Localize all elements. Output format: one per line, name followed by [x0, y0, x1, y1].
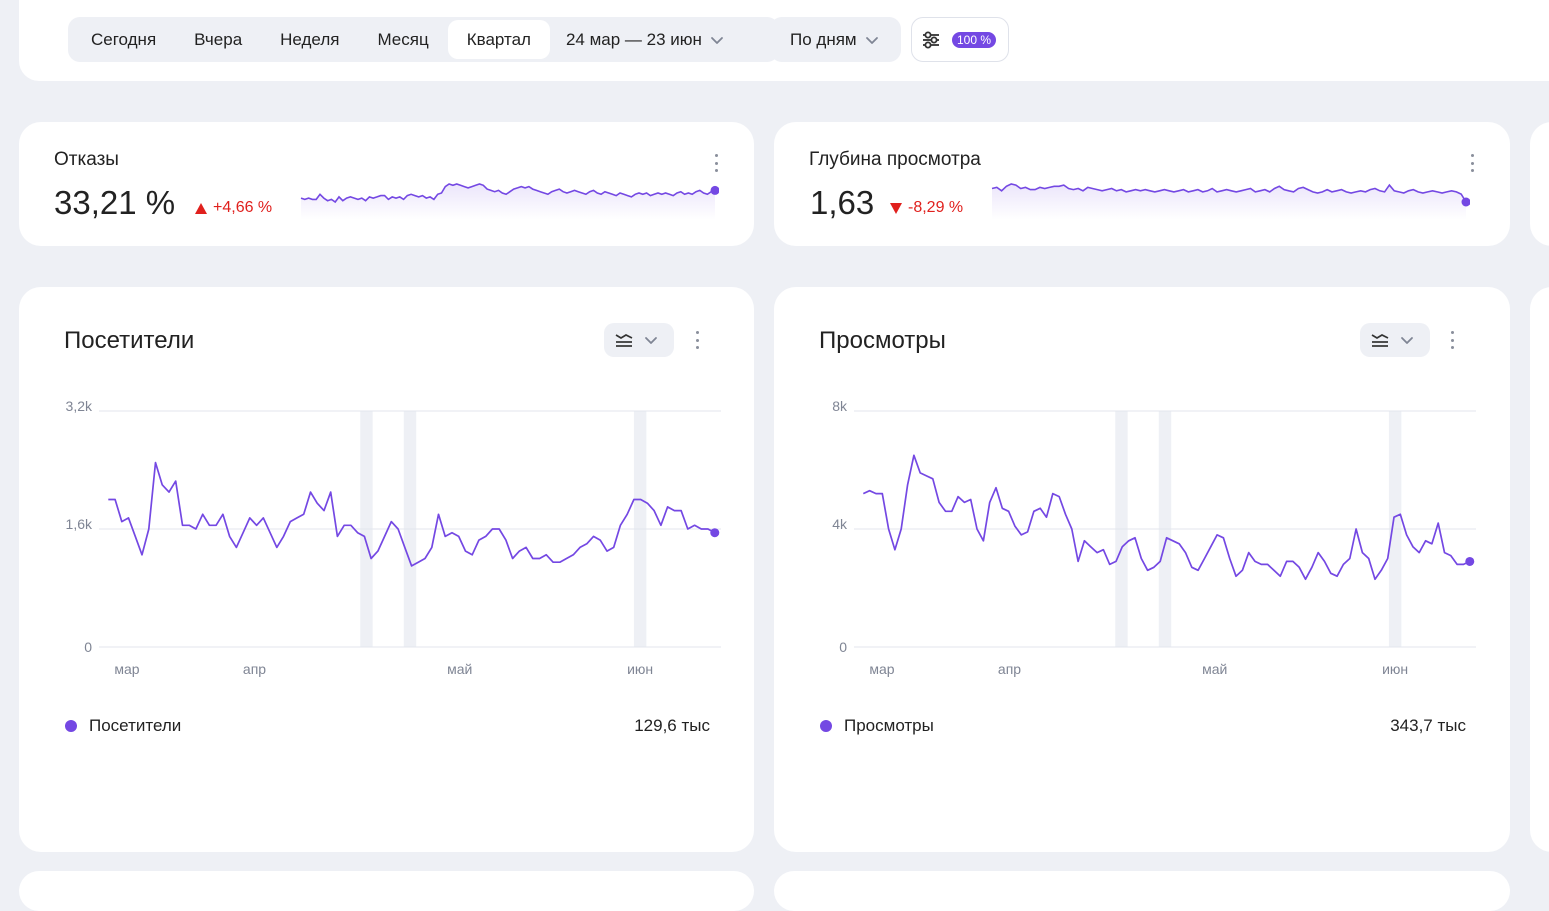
period-selector: Сегодня Вчера Неделя Месяц Квартал 24 ма… [68, 17, 779, 62]
metric-value: 1,63 [810, 184, 875, 221]
sparkline-line [300, 183, 716, 204]
date-range-label: 24 мар — 23 июн [565, 29, 702, 49]
chart-card-pageviews: Просмотры 0 4k 8k мар апр май июн Просмотры 34… [774, 287, 1510, 852]
chart-legend: Посетители [65, 716, 181, 736]
y-tick-label: 3,2k [66, 398, 93, 414]
metric-delta-value: -8,29 % [908, 199, 964, 216]
sampling-badge: 100 % [952, 31, 997, 48]
series-last-point [710, 528, 720, 538]
metric-sparkline [991, 183, 1470, 220]
chart-title: Просмотры [819, 327, 946, 354]
y-tick-label: 1,6k [66, 516, 93, 532]
series-line [862, 454, 1471, 581]
line-chart: 0 4k 8k мар апр май июн [832, 398, 1476, 677]
x-tick-label: июн [627, 661, 653, 677]
metric-title: Отказы [54, 149, 119, 170]
date-range-dropdown[interactable]: 24 мар — 23 июн [550, 20, 740, 59]
y-tick-label: 0 [84, 639, 92, 655]
sparkline-last-point [1461, 197, 1470, 207]
legend-label: Просмотры [844, 716, 934, 735]
x-tick-label: июн [1382, 661, 1408, 677]
sparkline-line [991, 183, 1467, 203]
arrow-down-icon [890, 202, 902, 214]
metric-delta-value: +4,66 % [213, 199, 273, 216]
chart-card-bottom-2 [774, 871, 1510, 911]
metric-delta: -8,29 % [890, 199, 963, 217]
series-line [108, 461, 716, 567]
chart-total: 129,6 тыс [634, 716, 710, 735]
chart-type-icon [1371, 334, 1389, 347]
chart-title: Посетители [64, 327, 195, 354]
arrow-up-icon [195, 202, 207, 214]
metric-card-depth: Глубина просмотра 1,63 -8,29 % [774, 122, 1510, 246]
chart-card-bottom-1 [19, 871, 754, 911]
legend-dot [820, 720, 832, 732]
period-month[interactable]: Месяц [377, 29, 429, 49]
legend-dot [65, 720, 77, 732]
period-yesterday[interactable]: Вчера [194, 29, 243, 49]
more-menu-button[interactable] [711, 152, 721, 174]
chart-card-visitors: Посетители 0 1,6k 3,2k мар апр май июн Посетит… [19, 287, 754, 852]
x-tick-label: май [1202, 661, 1227, 677]
more-menu-button[interactable] [1467, 152, 1477, 174]
metric-sparkline [300, 183, 719, 220]
x-tick-label: мар [869, 661, 894, 677]
series-last-point [1465, 556, 1475, 566]
chart-type-icon [615, 334, 633, 347]
chevron-down-icon [711, 36, 723, 44]
more-menu-button[interactable] [1447, 329, 1457, 351]
sparkline-last-point [710, 185, 719, 195]
chart-type-dropdown[interactable] [604, 323, 674, 357]
chevron-down-icon [865, 36, 878, 44]
sparkline-area [992, 184, 1466, 220]
chart-type-dropdown[interactable] [1360, 323, 1430, 357]
metric-card-bounces: Отказы 33,21 % +4,66 % [19, 122, 754, 246]
grouping-dropdown[interactable]: По дням [770, 17, 901, 62]
metric-delta: +4,66 % [195, 199, 272, 217]
y-tick-label: 0 [839, 639, 847, 655]
y-tick-label: 4k [832, 516, 848, 532]
grouping-label: По дням [790, 29, 857, 49]
period-today[interactable]: Сегодня [91, 29, 157, 49]
chart-card-partial [1530, 287, 1549, 852]
legend-label: Посетители [89, 716, 182, 735]
chart-legend: Просмотры [820, 716, 934, 736]
period-quarter[interactable]: Квартал [447, 20, 550, 59]
x-tick-label: апр [243, 661, 266, 677]
sliders-icon [923, 31, 939, 48]
sparkline-area [301, 184, 715, 220]
period-week[interactable]: Неделя [280, 29, 340, 49]
y-tick-label: 8k [832, 398, 848, 414]
more-menu-button[interactable] [692, 329, 702, 351]
chart-total: 343,7 тыс [1390, 716, 1466, 735]
line-chart: 0 1,6k 3,2k мар апр май июн [66, 398, 721, 677]
x-tick-label: апр [998, 661, 1021, 677]
metric-value: 33,21 % [54, 184, 176, 221]
metric-title: Глубина просмотра [809, 149, 981, 170]
chevron-down-icon [645, 337, 657, 344]
metric-card-partial [1530, 122, 1549, 246]
x-tick-label: мар [114, 661, 139, 677]
chevron-down-icon [1401, 337, 1413, 344]
toolbar: Сегодня Вчера Неделя Месяц Квартал 24 ма… [19, 0, 1549, 81]
x-tick-label: май [447, 661, 472, 677]
sampling-settings-button[interactable]: 100 % [911, 17, 1009, 62]
